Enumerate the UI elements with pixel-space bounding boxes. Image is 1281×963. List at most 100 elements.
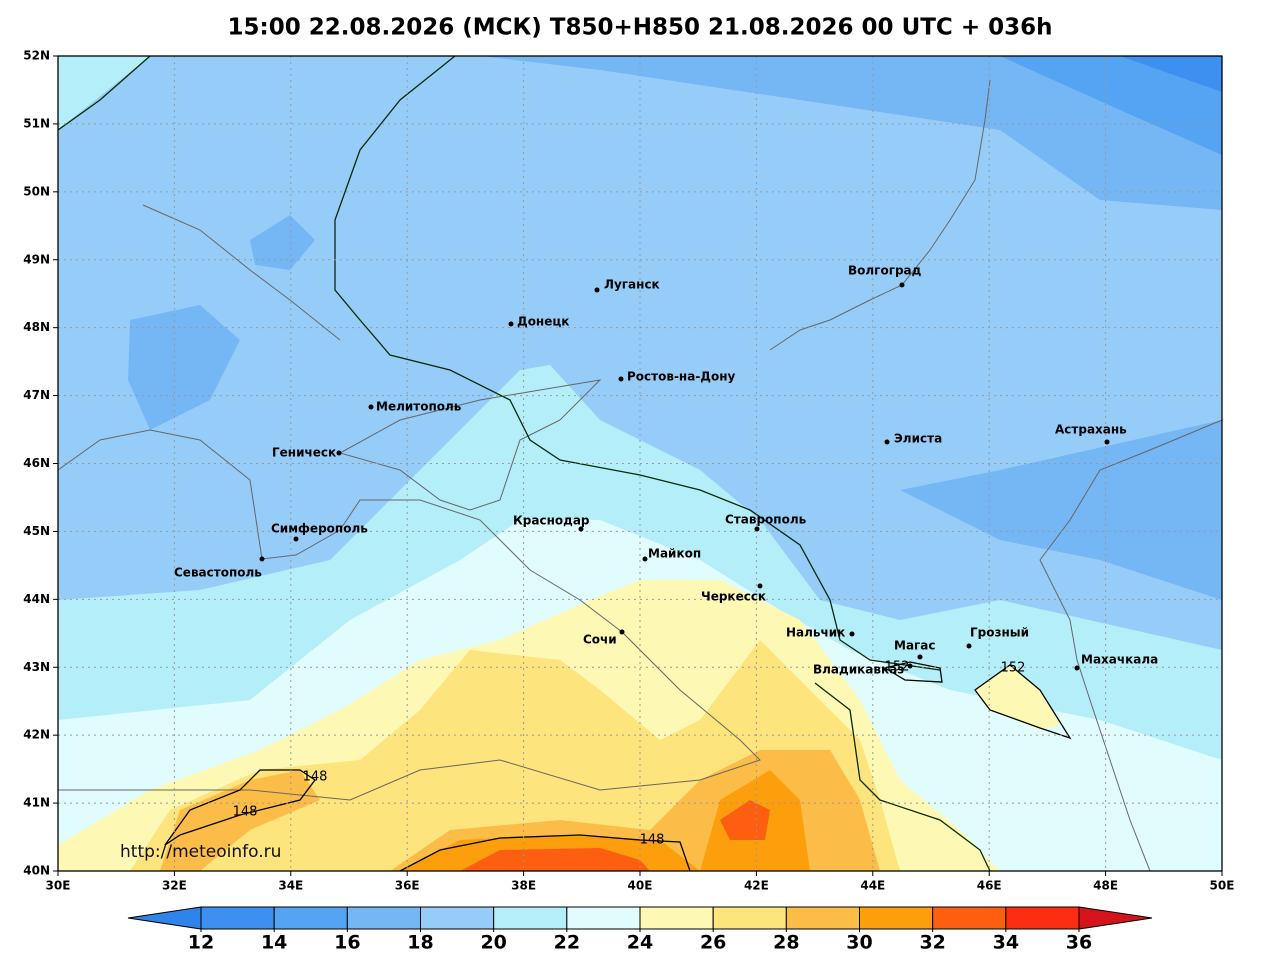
city-dot [259, 556, 265, 562]
colorbar-label: 16 [334, 932, 360, 954]
contour-label: 152 [885, 660, 910, 675]
lat-label: 47N [23, 388, 50, 402]
city-dot [899, 282, 905, 288]
city-dot [884, 439, 890, 445]
city-label: Элиста [894, 432, 942, 446]
colorbar-box [566, 906, 641, 930]
lat-label: 44N [23, 592, 50, 606]
lon-label: 36E [395, 879, 420, 893]
city-label: Астрахань [1055, 423, 1127, 437]
lat-label: 50N [23, 184, 50, 198]
contour-label: 148 [303, 770, 328, 785]
city-label: Ставрополь [725, 513, 807, 527]
colorbar-label: 36 [1066, 932, 1092, 954]
colorbar-label: 20 [480, 932, 506, 954]
city-label: Ростов-на-Дону [627, 370, 736, 384]
city-dot [368, 404, 374, 410]
colorbar-box [200, 906, 275, 930]
graticule [53, 55, 1223, 876]
city-label: Грозный [970, 626, 1029, 640]
city-dot [1074, 665, 1080, 671]
lon-label: 44E [860, 879, 885, 893]
colorbar-label: 14 [261, 932, 287, 954]
city-label: Севастополь [174, 566, 262, 580]
colorbar-label: 26 [700, 932, 726, 954]
city-dot [642, 556, 648, 562]
city-dot [508, 321, 514, 327]
lat-label: 51N [23, 116, 50, 130]
colorbar-label: 28 [773, 932, 799, 954]
cities: Волгоград Луганск Донецк Ростов-на-Дону Мели… [174, 264, 1158, 677]
contours [164, 661, 1072, 872]
colorbar-box [493, 906, 568, 930]
lon-label: 40E [628, 879, 653, 893]
lon-label: 48E [1093, 879, 1118, 893]
city-dot [293, 536, 299, 542]
lat-label: 41N [23, 796, 50, 810]
lat-label: 45N [23, 524, 50, 538]
credit: http://meteoinfo.ru [120, 842, 281, 862]
contour-labels: 152 152 148 148 148 [233, 660, 1026, 848]
city-label: Мелитополь [376, 400, 462, 414]
lat-label: 46N [23, 456, 50, 470]
colorbar-box [785, 906, 860, 930]
colorbar-box [346, 906, 422, 930]
map-frame [57, 55, 1223, 872]
colorbar-box [639, 906, 714, 930]
lat-label: 42N [23, 728, 50, 742]
colorbar-label: 30 [846, 932, 872, 954]
colorbar-label: 12 [188, 932, 214, 954]
city-label: Луганск [604, 278, 660, 292]
city-label: Краснодар [513, 514, 590, 528]
colorbar-extension [1078, 906, 1153, 930]
city-dot [754, 526, 760, 532]
colorbar-label: 18 [407, 932, 433, 954]
colorbar-box [1005, 906, 1080, 930]
lon-label: 30E [46, 879, 71, 893]
city-dot [578, 526, 584, 532]
city-dot [757, 583, 763, 589]
colorbar-box [932, 906, 1007, 930]
colorbar-box [859, 906, 934, 930]
lon-label: 38E [511, 879, 536, 893]
contour-label: 148 [233, 805, 258, 820]
city-label: Волгоград [848, 264, 922, 278]
city-label: Донецк [517, 315, 569, 329]
city-dot [1104, 439, 1110, 445]
city-label: Махачкала [1081, 653, 1158, 667]
colorbar-label: 22 [554, 932, 580, 954]
city-dot [966, 643, 972, 649]
city-label: Магас [894, 639, 936, 653]
contour-label: 148 [640, 833, 665, 848]
title: 15:00 22.08.2026 (МСК) T850+H850 21.08.2… [227, 15, 1052, 41]
city-label: Черкесск [701, 590, 766, 604]
city-dot [618, 376, 624, 382]
lat-label: 49N [23, 252, 50, 266]
colorbar-box [420, 906, 495, 930]
lon-label: 32E [162, 879, 187, 893]
lon-label: 34E [278, 879, 303, 893]
lon-label: 42E [744, 879, 769, 893]
city-label: Симферополь [271, 522, 368, 536]
coastlines [57, 79, 1223, 872]
city-dot [336, 450, 342, 456]
city-label: Нальчик [786, 626, 845, 640]
lat-label: 52N [23, 49, 50, 63]
colorbar-label: 24 [627, 932, 653, 954]
lat-label: 43N [23, 660, 50, 674]
city-label: Сочи [583, 633, 617, 647]
city-dot [594, 287, 600, 293]
city-dot [917, 654, 923, 660]
contour-label: 152 [1001, 661, 1026, 676]
colorbar-label: 34 [993, 932, 1019, 954]
city-label: Геническ [272, 446, 336, 460]
colorbar-extension [127, 906, 202, 930]
colorbar-label: 32 [919, 932, 945, 954]
city-label: Майкоп [648, 547, 701, 561]
colorbar: 12 14 16 18 20 22 24 26 28 30 32 34 36 [127, 906, 1153, 954]
city-dot [907, 663, 913, 669]
lon-label: 46E [977, 879, 1002, 893]
colorbar-box [273, 906, 348, 930]
borders [57, 55, 991, 872]
